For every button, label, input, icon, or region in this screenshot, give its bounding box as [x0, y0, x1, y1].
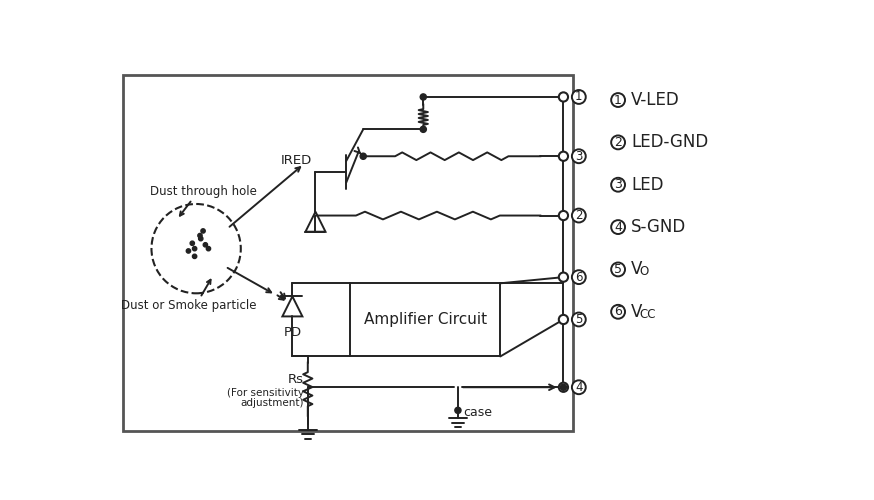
Text: 5: 5 — [575, 313, 582, 326]
Text: 1: 1 — [575, 90, 583, 104]
Text: LED: LED — [631, 176, 663, 194]
Text: 4: 4 — [575, 381, 583, 394]
Circle shape — [360, 153, 366, 160]
Text: Dust through hole: Dust through hole — [150, 185, 257, 198]
Circle shape — [204, 242, 207, 247]
Text: IRED: IRED — [281, 154, 312, 166]
Text: V: V — [631, 260, 642, 278]
Circle shape — [558, 382, 568, 392]
Circle shape — [454, 408, 461, 414]
Circle shape — [201, 229, 205, 233]
Circle shape — [558, 211, 568, 220]
Circle shape — [572, 150, 586, 163]
Text: adjustment): adjustment) — [240, 398, 304, 408]
Circle shape — [192, 254, 197, 258]
Text: V-LED: V-LED — [631, 91, 680, 109]
Text: (For sensitivity: (For sensitivity — [227, 388, 304, 398]
Circle shape — [420, 126, 427, 132]
Text: Rs: Rs — [288, 374, 304, 386]
Circle shape — [558, 272, 568, 282]
Text: Amplifier Circuit: Amplifier Circuit — [364, 312, 487, 328]
Circle shape — [572, 208, 586, 222]
Text: 6: 6 — [575, 270, 583, 283]
Circle shape — [206, 246, 211, 251]
Text: CC: CC — [639, 308, 656, 320]
Circle shape — [558, 152, 568, 161]
Circle shape — [572, 90, 586, 104]
Circle shape — [191, 241, 194, 246]
Text: 5: 5 — [614, 263, 622, 276]
Circle shape — [611, 178, 625, 192]
Text: 3: 3 — [614, 178, 622, 191]
Circle shape — [186, 249, 191, 253]
Text: 3: 3 — [575, 150, 582, 163]
Circle shape — [198, 236, 203, 241]
Circle shape — [572, 380, 586, 394]
Text: V: V — [631, 303, 642, 321]
Text: 2: 2 — [575, 209, 583, 222]
Text: 2: 2 — [614, 136, 622, 149]
Circle shape — [611, 305, 625, 318]
Circle shape — [611, 220, 625, 234]
Circle shape — [192, 246, 197, 251]
Text: 1: 1 — [614, 94, 622, 106]
Text: S-GND: S-GND — [631, 218, 686, 236]
Text: 6: 6 — [614, 306, 622, 318]
Text: case: case — [463, 406, 492, 419]
Circle shape — [558, 315, 568, 324]
Circle shape — [558, 92, 568, 102]
Text: O: O — [639, 265, 649, 278]
Text: PD: PD — [283, 326, 302, 338]
Circle shape — [572, 312, 586, 326]
Circle shape — [198, 234, 202, 237]
Circle shape — [560, 384, 566, 390]
Circle shape — [151, 204, 241, 294]
Circle shape — [420, 94, 427, 100]
Text: 4: 4 — [614, 220, 622, 234]
Circle shape — [611, 136, 625, 149]
Text: LED-GND: LED-GND — [631, 134, 709, 152]
Circle shape — [572, 270, 586, 284]
Circle shape — [611, 262, 625, 276]
Circle shape — [611, 93, 625, 107]
Text: Dust or Smoke particle: Dust or Smoke particle — [121, 300, 256, 312]
